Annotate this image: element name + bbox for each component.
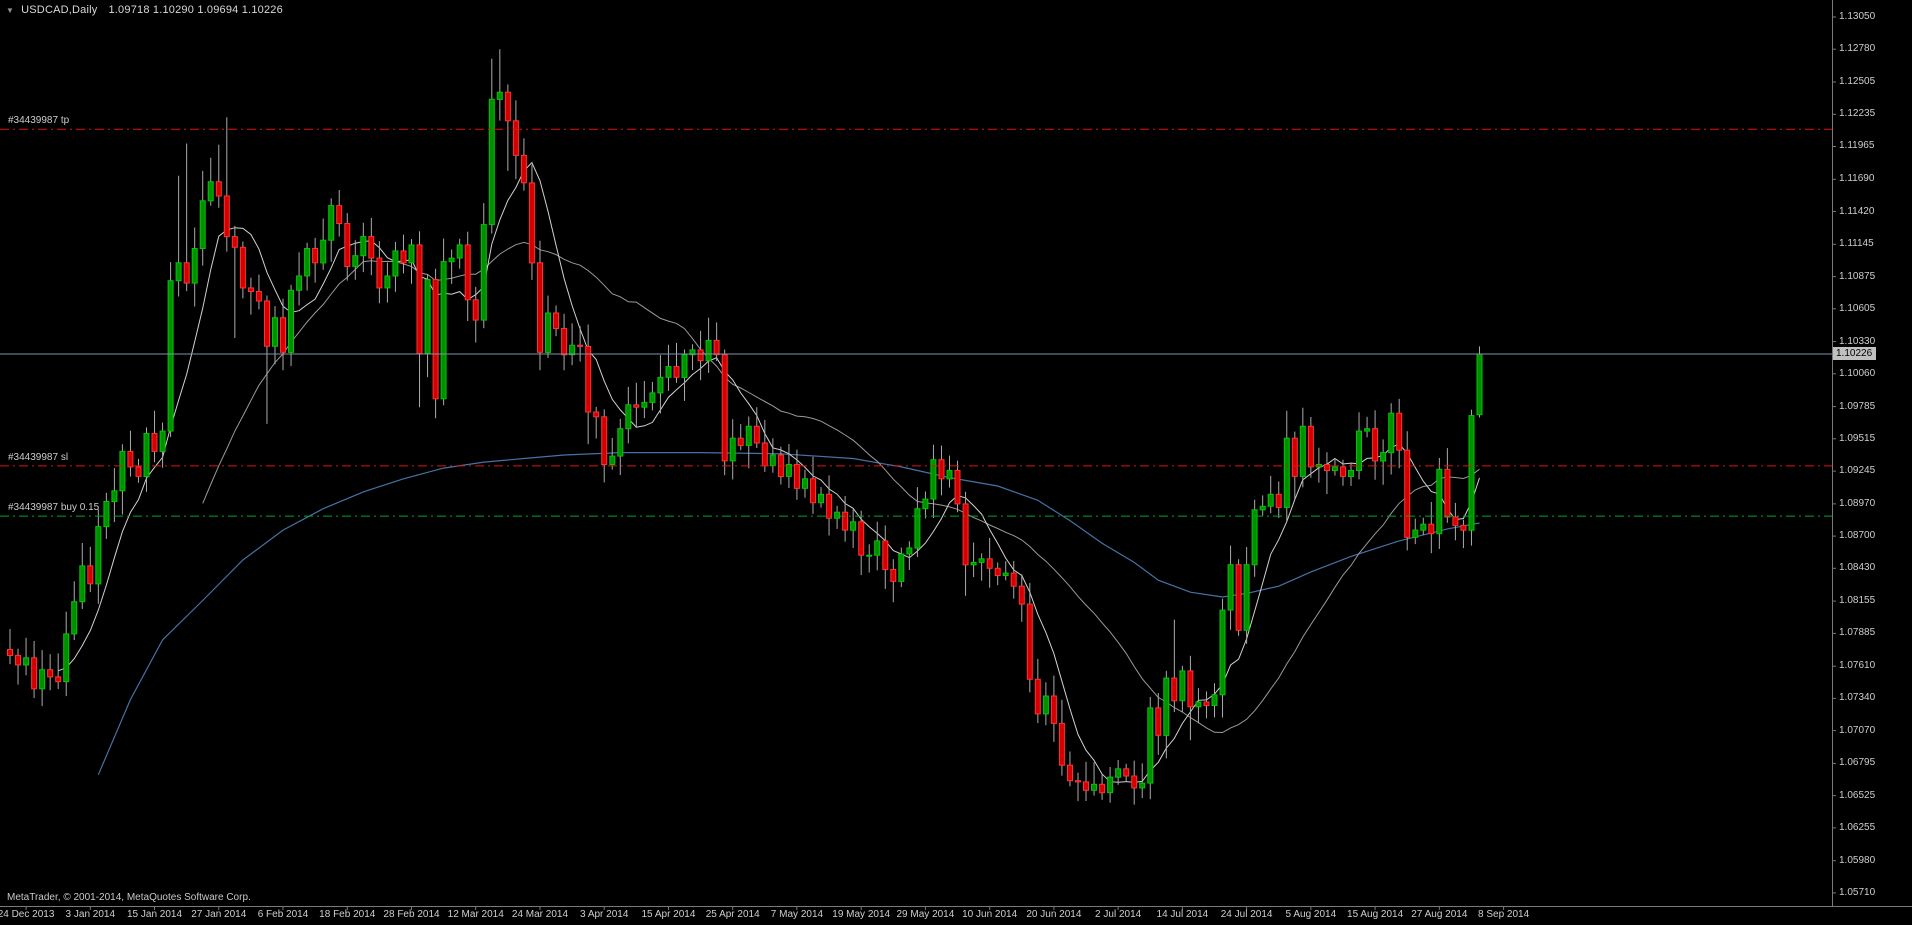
date-tick-label: 3 Apr 2014 xyxy=(580,909,629,920)
price-tick-label: 1.08155 xyxy=(1839,595,1876,607)
price-tick-label: 1.09515 xyxy=(1839,432,1876,444)
symbol-dropdown-icon: ▼ xyxy=(6,5,15,15)
date-tick-label: 18 Feb 2014 xyxy=(319,909,376,920)
date-tick-label: 2 Jul 2014 xyxy=(1095,909,1142,920)
price-tick-label: 1.07610 xyxy=(1839,660,1876,672)
price-tick-label: 1.06795 xyxy=(1839,757,1876,769)
price-axis[interactable]: 1.10226 1.13050 1.12780 1.12505 1.12235 1.11… xyxy=(1832,0,1912,906)
date-tick-label: 29 May 2014 xyxy=(896,909,955,920)
date-tick-label: 3 Jan 2014 xyxy=(65,909,116,920)
date-tick-label: 27 Jan 2014 xyxy=(191,909,247,920)
copyright-text: MetaTrader, © 2001-2014, MetaQuotes Soft… xyxy=(7,892,251,903)
tp-line-label[interactable]: #34439987 tp xyxy=(8,115,70,127)
ma-slow-blue-line xyxy=(97,452,1480,776)
price-tick-label: 1.12780 xyxy=(1839,43,1876,55)
date-tick-label: 19 May 2014 xyxy=(832,909,891,920)
price-tick-label: 1.11965 xyxy=(1839,140,1875,152)
date-tick-label: 24 Mar 2014 xyxy=(511,909,569,920)
current-price-badge: 1.10226 xyxy=(1833,347,1877,360)
price-tick-label: 1.10605 xyxy=(1839,302,1876,314)
chart-header: ▼ USDCAD,Daily 1.09718 1.10290 1.09694 1… xyxy=(6,4,283,16)
symbol-period-label: USDCAD,Daily xyxy=(21,4,98,16)
date-tick-label: 15 Aug 2014 xyxy=(1347,909,1404,920)
date-tick-label: 10 Jun 2014 xyxy=(962,909,1018,920)
date-tick-label: 15 Jan 2014 xyxy=(127,909,183,920)
sl-line-label[interactable]: #34439987 sl xyxy=(8,451,69,463)
candles-layer xyxy=(7,49,1483,805)
price-tick-label: 1.05980 xyxy=(1839,854,1876,866)
price-tick-label: 1.09245 xyxy=(1839,465,1876,477)
date-tick-label: 28 Feb 2014 xyxy=(383,909,440,920)
date-tick-label: 25 Apr 2014 xyxy=(705,909,760,920)
price-tick-label: 1.13050 xyxy=(1839,11,1876,22)
price-tick-label: 1.10060 xyxy=(1839,367,1876,379)
price-tick-label: 1.09785 xyxy=(1839,400,1876,412)
price-tick-label: 1.08970 xyxy=(1839,497,1876,509)
date-tick-label: 15 Apr 2014 xyxy=(641,909,696,920)
price-tick-label: 1.12505 xyxy=(1839,76,1876,88)
ma-fast-line xyxy=(58,161,1480,783)
price-tick-label: 1.07885 xyxy=(1839,627,1876,639)
price-tick-label: 1.11145 xyxy=(1839,238,1874,250)
price-tick-label: 1.10330 xyxy=(1839,335,1876,347)
date-tick-label: 24 Jul 2014 xyxy=(1220,909,1273,920)
date-tick-label: 6 Feb 2014 xyxy=(257,909,309,920)
date-tick-label: 5 Aug 2014 xyxy=(1285,909,1337,920)
date-tick-label: 12 Mar 2014 xyxy=(447,909,504,920)
price-tick-label: 1.07070 xyxy=(1839,724,1876,736)
date-tick-label: 14 Jul 2014 xyxy=(1156,909,1209,920)
price-tick-label: 1.11690 xyxy=(1839,173,1875,185)
date-tick-label: 24 Dec 2013 xyxy=(0,909,55,920)
time-axis[interactable]: 24 Dec 2013 3 Jan 2014 15 Jan 2014 27 Jan 2… xyxy=(0,906,1912,925)
date-tick-label: 8 Sep 2014 xyxy=(1477,909,1530,920)
ma-mid-line xyxy=(202,241,1480,734)
ohlc-readout: 1.09718 1.10290 1.09694 1.10226 xyxy=(108,4,283,16)
price-tick-label: 1.08700 xyxy=(1839,530,1876,542)
price-tick-label: 1.11420 xyxy=(1839,205,1875,217)
price-tick-label: 1.06525 xyxy=(1839,789,1876,801)
price-tick-label: 1.12235 xyxy=(1839,108,1876,120)
price-tick-label: 1.08430 xyxy=(1839,562,1876,574)
price-tick-label: 1.10875 xyxy=(1839,270,1876,282)
price-tick-label: 1.05710 xyxy=(1839,886,1876,898)
price-tick-label: 1.07340 xyxy=(1839,692,1876,704)
date-tick-label: 27 Aug 2014 xyxy=(1411,909,1468,920)
date-tick-label: 20 Jun 2014 xyxy=(1026,909,1082,920)
date-tick-label: 7 May 2014 xyxy=(770,909,824,920)
price-tick-label: 1.06255 xyxy=(1839,821,1876,833)
buy-line-label[interactable]: #34439987 buy 0.15 xyxy=(8,502,100,514)
